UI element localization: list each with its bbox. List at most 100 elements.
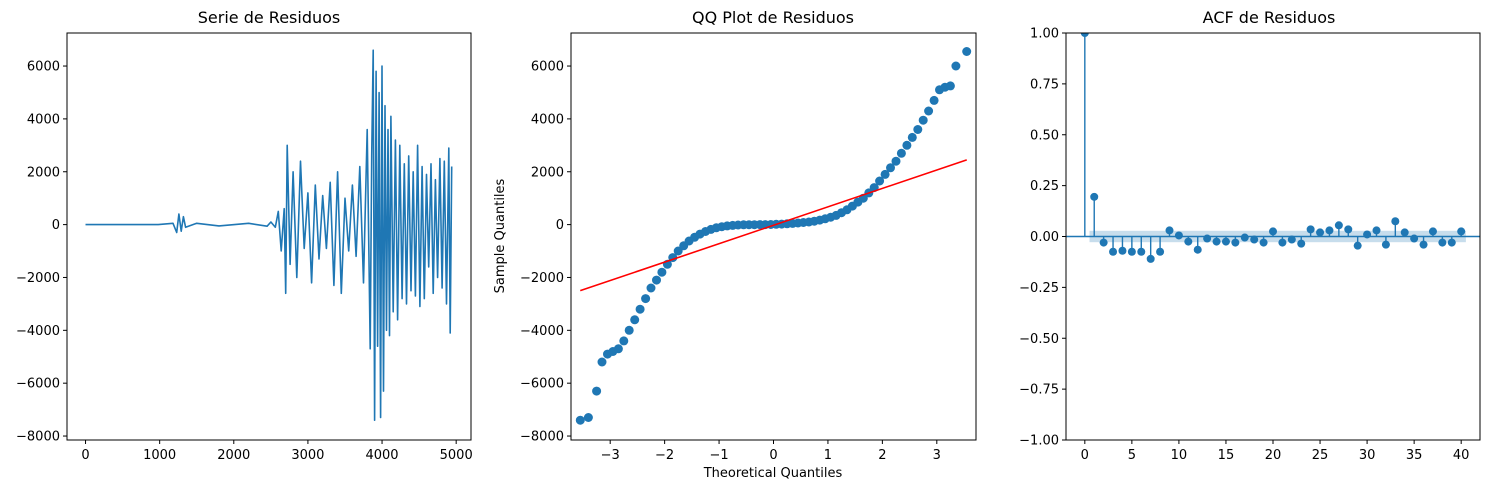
qq-point	[902, 140, 912, 150]
acf-marker	[1118, 246, 1127, 255]
x-tick-label: 4000	[365, 448, 398, 463]
qq-point	[646, 283, 656, 293]
acf-marker	[1146, 254, 1155, 263]
residual-series-line	[85, 49, 453, 422]
acf-marker	[1278, 238, 1287, 247]
data-marks	[575, 47, 972, 425]
y-tick-label: −8000	[520, 430, 564, 445]
x-axis-label: Theoretical Quantiles	[703, 466, 843, 481]
x-tick-label: 2000	[217, 448, 250, 463]
y-tick-label: 0.75	[1030, 77, 1059, 92]
y-tick-label: 6000	[27, 60, 60, 75]
x-tick-label: 35	[1406, 448, 1423, 463]
y-tick-label: 6000	[531, 60, 564, 75]
x-tick-label: 25	[1312, 448, 1329, 463]
x-tick-label: −2	[655, 448, 674, 463]
y-tick-label: 0.00	[1030, 230, 1059, 245]
acf-marker	[1165, 226, 1174, 235]
acf-marker	[1090, 192, 1099, 201]
qq-point	[891, 156, 901, 166]
qq-point	[592, 386, 602, 396]
y-tick-label: −6000	[520, 377, 564, 392]
y-tick-label: 0.25	[1030, 179, 1059, 194]
acf-marker	[1400, 228, 1409, 237]
x-tick-label: 0	[1081, 448, 1089, 463]
acf-marker	[1391, 217, 1400, 226]
qq-point	[575, 415, 585, 425]
acf-marker	[1410, 234, 1419, 243]
acf-marker	[1438, 238, 1447, 247]
y-axis-label: Sample Quantiles	[493, 178, 508, 293]
qq-point	[924, 106, 934, 116]
acf-marker	[1221, 237, 1230, 246]
qq-point	[886, 163, 895, 173]
qq-point	[907, 132, 917, 142]
acf-marker	[1259, 238, 1268, 247]
acf-marker	[1419, 240, 1428, 249]
y-tick-label: 1.00	[1030, 27, 1059, 42]
acf-marker	[1137, 247, 1146, 256]
x-tick-label: −3	[601, 448, 620, 463]
acf-marker	[1381, 240, 1390, 249]
y-tick-label: 2000	[27, 165, 60, 180]
residual-series-panel: Serie de Residuos 0 1000 2000 3000 4000 5000 −…	[16, 8, 473, 463]
acf-marker	[1297, 239, 1306, 248]
qq-point	[896, 148, 906, 158]
y-tick-label: 0	[556, 218, 564, 233]
x-tick-label: 1000	[143, 448, 176, 463]
acf-marker	[1287, 235, 1296, 244]
qq-point	[583, 413, 593, 422]
x-tick-label: 0	[769, 448, 777, 463]
plot-frame	[570, 32, 977, 441]
qq-point	[624, 325, 634, 335]
data-marks	[85, 49, 453, 422]
chart-title: ACF de Residuos	[1203, 8, 1336, 27]
qq-point	[929, 95, 939, 105]
acf-marker	[1325, 226, 1334, 235]
acf-marker	[1184, 237, 1193, 246]
x-tick-label: 15	[1218, 448, 1235, 463]
qq-point	[657, 267, 667, 277]
acf-marker	[1231, 238, 1240, 247]
y-tick-label: 4000	[27, 112, 60, 127]
qq-point	[945, 81, 955, 91]
qq-point	[951, 61, 961, 71]
data-marks	[1066, 33, 1480, 263]
acf-marker	[1457, 227, 1466, 236]
x-tick-label: 2	[878, 448, 886, 463]
qq-point	[913, 125, 923, 134]
acf-marker	[1447, 238, 1456, 247]
chart-title: QQ Plot de Residuos	[692, 8, 854, 27]
qq-point	[613, 344, 623, 354]
qq-point	[880, 169, 890, 179]
qq-point	[918, 115, 928, 125]
y-tick-label: −2000	[16, 271, 60, 286]
acf-marker	[1316, 228, 1325, 237]
acf-marker	[1372, 226, 1381, 235]
y-tick-label: −0.50	[1019, 332, 1059, 347]
acf-marker	[1344, 225, 1353, 234]
acf-marker	[1428, 227, 1437, 236]
acf-marker	[1250, 235, 1259, 244]
qq-point	[630, 315, 640, 325]
y-tick-label: −2000	[520, 271, 564, 286]
acf-marker	[1363, 230, 1372, 239]
y-tick-label: 0.50	[1030, 128, 1059, 143]
plot-frame	[66, 32, 472, 441]
acf-marker	[1080, 33, 1089, 37]
x-tick-label: 0	[81, 448, 89, 463]
qq-point	[641, 294, 651, 304]
acf-marker	[1174, 231, 1183, 240]
qq-point	[875, 176, 885, 186]
qq-reference-line	[579, 159, 968, 292]
x-tick-label: 5	[1128, 448, 1136, 463]
y-tick-label: −8000	[16, 430, 60, 445]
x-tick-label: 3	[933, 448, 941, 463]
acf-marker	[1240, 233, 1249, 242]
acf-marker	[1109, 247, 1118, 256]
acf-marker	[1193, 245, 1202, 254]
x-tick-label: 5000	[440, 448, 473, 463]
acf-marker	[1269, 227, 1277, 236]
acf-marker	[1127, 247, 1136, 256]
